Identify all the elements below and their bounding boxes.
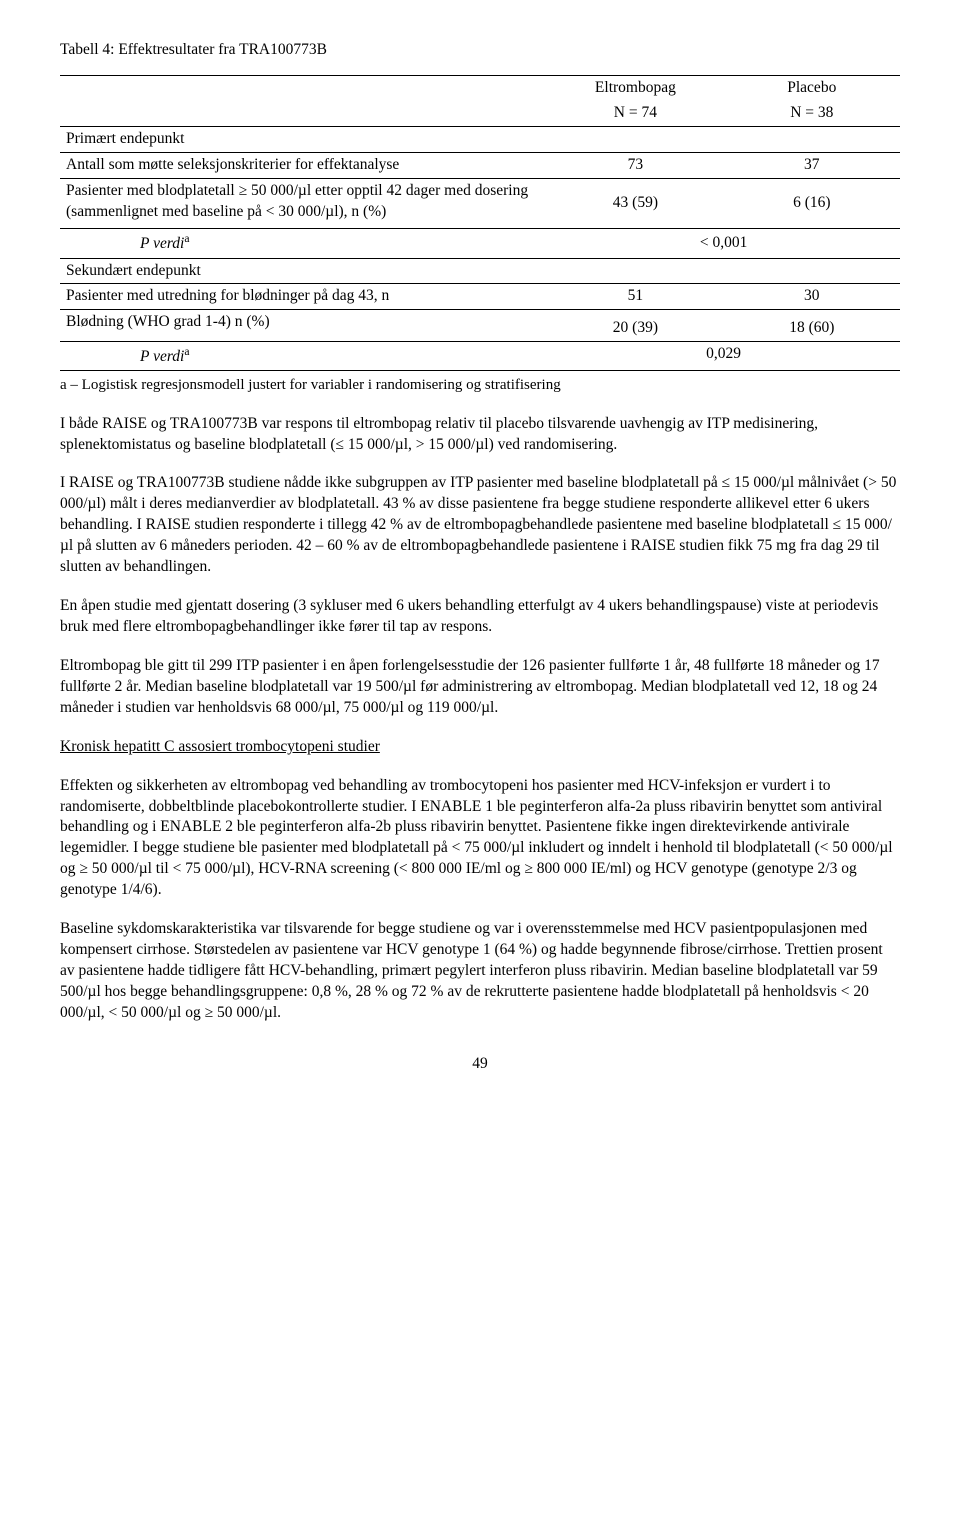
row-value: 30 [724, 284, 900, 310]
results-table: Eltrombopag Placebo N = 74 N = 38 Primær… [60, 75, 900, 371]
col-header-placebo: Placebo [724, 75, 900, 100]
body-paragraph: Effekten og sikkerheten av eltrombopag v… [60, 776, 900, 902]
page-number: 49 [60, 1054, 900, 1075]
table-row-pvalue: P verdia 0,029 [60, 342, 900, 371]
table-row: Pasienter med utredning for blødninger p… [60, 284, 900, 310]
row-value: 6 (16) [724, 178, 900, 229]
body-paragraph: Baseline sykdomskarakteristika var tilsv… [60, 919, 900, 1024]
body-paragraph: I RAISE og TRA100773B studiene nådde ikk… [60, 473, 900, 578]
p-value-label: P verdia [60, 229, 547, 258]
row-value: 73 [547, 152, 723, 178]
row-label: Antall som møtte seleksjonskriterier for… [60, 152, 547, 178]
body-paragraph: Eltrombopag ble gitt til 299 ITP pasient… [60, 656, 900, 719]
section-primary-label: Primært endepunkt [60, 126, 547, 152]
table-title: Tabell 4: Effektresultater fra TRA100773… [60, 40, 900, 61]
table-section-secondary: Sekundært endepunkt [60, 258, 900, 284]
row-value: 37 [724, 152, 900, 178]
table-row-pvalue: P verdia < 0,001 [60, 229, 900, 258]
table-header-row: Eltrombopag Placebo [60, 75, 900, 100]
table-row: Antall som møtte seleksjonskriterier for… [60, 152, 900, 178]
col-n-eltrombopag: N = 74 [547, 101, 723, 126]
body-paragraph: En åpen studie med gjentatt dosering (3 … [60, 596, 900, 638]
table-section-primary: Primært endepunkt [60, 126, 900, 152]
table-row: Blødning (WHO grad 1-4) n (%) 20 (39) 18… [60, 310, 900, 342]
row-label: Blødning (WHO grad 1-4) n (%) [60, 310, 547, 342]
body-paragraph: I både RAISE og TRA100773B var respons t… [60, 414, 900, 456]
row-label: Pasienter med blodplatetall ≥ 50 000/µl … [60, 178, 547, 229]
table-header-n-row: N = 74 N = 38 [60, 101, 900, 126]
row-value: 51 [547, 284, 723, 310]
p-value: < 0,001 [547, 229, 900, 258]
p-value: 0,029 [547, 342, 900, 371]
col-n-placebo: N = 38 [724, 101, 900, 126]
section-secondary-label: Sekundært endepunkt [60, 258, 547, 284]
row-label: Pasienter med utredning for blødninger p… [60, 284, 547, 310]
row-value: 20 (39) [547, 310, 723, 342]
col-header-eltrombopag: Eltrombopag [547, 75, 723, 100]
row-value: 43 (59) [547, 178, 723, 229]
row-value: 18 (60) [724, 310, 900, 342]
table-footnote: a – Logistisk regresjonsmodell justert f… [60, 375, 900, 395]
table-row: Pasienter med blodplatetall ≥ 50 000/µl … [60, 178, 900, 229]
section-heading: Kronisk hepatitt C assosiert trombocytop… [60, 738, 380, 755]
p-value-label: P verdia [60, 342, 547, 371]
